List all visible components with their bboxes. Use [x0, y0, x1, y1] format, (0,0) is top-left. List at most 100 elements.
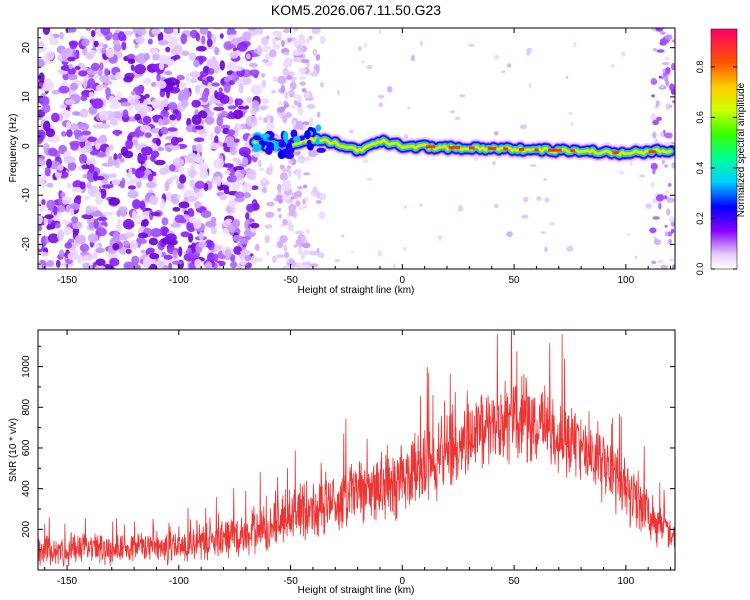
heatmap-noise-blob: [148, 237, 159, 246]
heatmap-noise-blob: [165, 58, 175, 65]
heatmap-noise-blob: [610, 63, 615, 68]
heatmap-noise-blob: [265, 211, 275, 218]
heatmap-noise-blob: [357, 46, 362, 52]
heatmap-noise-blob: [88, 163, 95, 173]
heatmap-noise-blob: [672, 100, 675, 104]
heatmap-noise-blob: [207, 30, 212, 40]
heatmap-noise-blob: [387, 86, 393, 93]
heatmap-noise-blob: [163, 254, 173, 260]
heatmap-noise-blob: [195, 32, 200, 42]
heatmap-noise-blob: [79, 243, 90, 252]
heatmap-signal-track: [246, 124, 675, 163]
heatmap-x-label: Height of straight line (km): [298, 285, 415, 296]
heatmap-noise-blob: [286, 75, 292, 80]
heatmap-noise-blob: [99, 134, 108, 145]
heatmap-noise-blob: [169, 164, 176, 172]
heatmap-noise-blob: [165, 46, 171, 53]
heatmap-noise-blob: [85, 159, 97, 166]
heatmap-noise-blob: [186, 91, 191, 98]
heatmap-noise-blob: [178, 167, 185, 172]
heatmap-noise-blob: [213, 158, 225, 170]
heatmap-signal-blob: [273, 142, 279, 152]
heatmap-noise-blob: [176, 194, 181, 200]
heatmap-noise-blob: [120, 210, 127, 218]
heatmap-noise-blob: [68, 40, 79, 47]
heatmap-noise-blob: [132, 28, 138, 35]
heatmap-noise-blob: [178, 201, 190, 209]
heatmap-noise-blob: [672, 264, 675, 269]
heatmap-noise-blob: [304, 92, 310, 98]
heatmap-noise-blob: [420, 40, 423, 47]
heatmap-noise-blob: [99, 123, 111, 129]
heatmap-noise-blob: [259, 105, 269, 109]
heatmap-noise-blob: [254, 243, 260, 252]
heatmap-noise-blob: [81, 214, 94, 220]
heatmap-noise-blob: [84, 195, 90, 200]
heatmap-noise-blob: [193, 218, 202, 229]
heatmap-noise-blob: [288, 203, 297, 213]
heatmap-noise-blob: [122, 109, 129, 119]
heatmap-noise-blob: [207, 67, 215, 75]
colorbar-tick-label: 0.2: [695, 212, 705, 225]
heatmap-noise-blob: [213, 106, 225, 111]
heatmap-noise-blob: [54, 222, 61, 229]
heatmap-noise-blob: [44, 166, 51, 177]
heatmap-noise-blob: [185, 72, 190, 83]
heatmap-noise-blob: [264, 235, 270, 244]
heatmap-noise-blob: [154, 159, 166, 166]
heatmap-noise-blob: [665, 190, 670, 195]
heatmap-noise-blob: [280, 224, 284, 228]
heatmap-noise-blob: [246, 169, 257, 181]
heatmap-noise-blob: [299, 81, 306, 86]
heatmap-noise-blob: [194, 201, 202, 209]
heatmap-noise-blob: [78, 123, 90, 131]
heatmap-noise-blob: [438, 234, 442, 241]
heatmap-noise-blob: [134, 169, 145, 178]
heatmap-noise-blob: [222, 227, 230, 235]
heatmap-noise-blob: [266, 114, 272, 120]
heatmap-signal-blob: [282, 148, 291, 156]
heatmap-noise-blob: [291, 105, 296, 109]
heatmap-noise-blob: [206, 75, 214, 82]
heatmap-noise-blob: [301, 205, 308, 209]
colorbar-label: Normalized spectral amplitude: [736, 82, 747, 217]
heatmap-noise-blob: [88, 222, 95, 230]
heatmap-noise-blob: [661, 75, 665, 80]
heatmap-noise-blob: [125, 139, 134, 150]
heatmap-noise-blob: [337, 89, 340, 96]
heatmap-noise-blob: [232, 234, 242, 242]
heatmap-noise-blob: [93, 40, 99, 48]
heatmap-noise-blob: [280, 106, 287, 110]
heatmap-noise-blob: [89, 150, 99, 156]
heatmap-noise-blob: [78, 70, 88, 77]
heatmap-noise-blob: [458, 205, 463, 212]
heatmap-noise-blob: [115, 71, 123, 80]
heatmap-noise-blob: [38, 241, 42, 250]
heatmap-noise-blob: [671, 39, 675, 43]
heatmap-noise-blob: [92, 211, 102, 217]
heatmap-noise-blob: [119, 157, 125, 163]
heatmap-noise-blob: [195, 143, 203, 153]
heatmap-signal-peak: [468, 146, 475, 150]
heatmap-noise-blob: [655, 28, 664, 32]
snr-y-ticks: 200 400 600 800 1000: [21, 345, 675, 551]
heatmap-frame: [37, 27, 676, 270]
heatmap-noise-blob: [135, 36, 145, 44]
heatmap-noise-blob: [655, 100, 660, 107]
heatmap-noise-blob: [51, 211, 61, 222]
heatmap-noise-blob: [199, 28, 209, 35]
heatmap-noise-blob: [494, 55, 500, 60]
heatmap-noise-blob: [113, 43, 122, 52]
heatmap-noise-blob: [568, 111, 574, 115]
heatmap-noise-blob: [334, 259, 340, 263]
heatmap-noise-blob: [493, 130, 499, 136]
heatmap-noise-blob: [180, 33, 188, 45]
heatmap-noise-blob: [105, 146, 110, 158]
heatmap-noise-blob: [296, 190, 302, 198]
heatmap-noise-blob: [193, 59, 200, 68]
heatmap-noise-blob: [160, 198, 165, 210]
heatmap-noise-blob: [180, 231, 190, 238]
heatmap-noise-blob: [44, 214, 54, 220]
heatmap-noise-blob: [164, 70, 173, 76]
heatmap-noise-blob: [41, 103, 51, 113]
